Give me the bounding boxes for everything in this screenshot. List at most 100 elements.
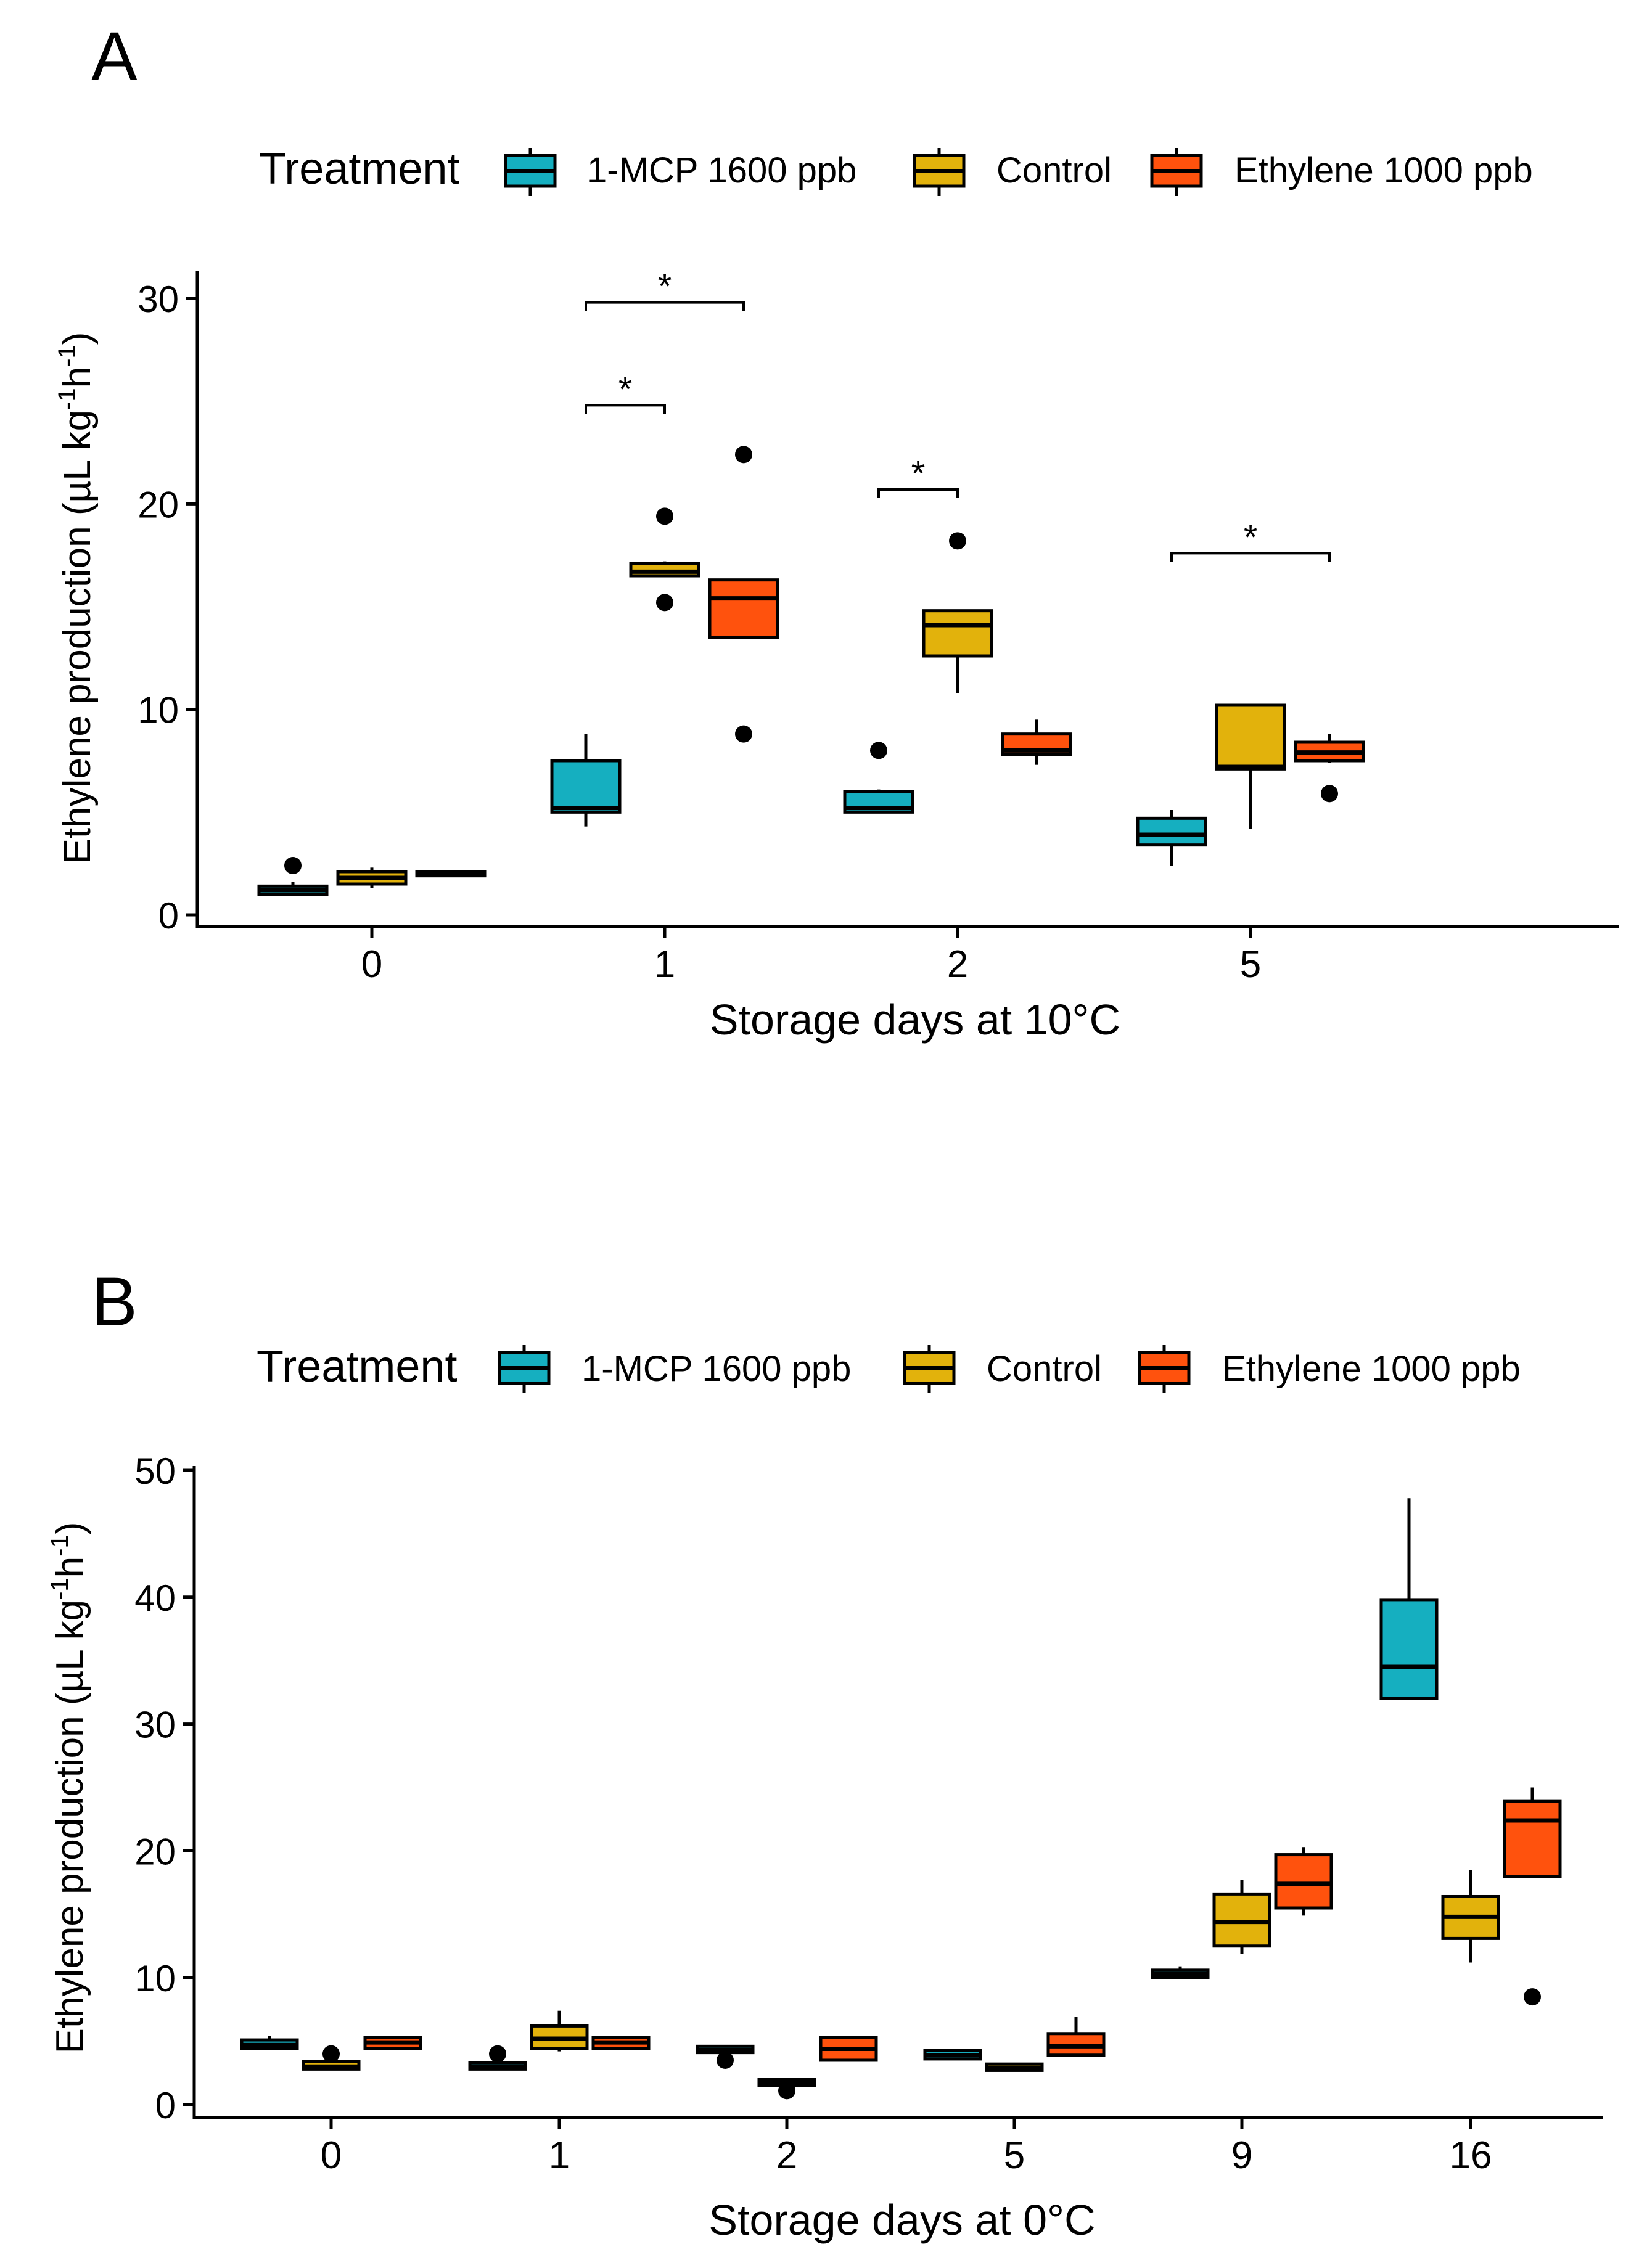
- outlier-point: [717, 2051, 734, 2069]
- box-mcp-5: [923, 2049, 982, 2061]
- outlier-point: [1524, 1988, 1541, 2006]
- bracket-line: [585, 404, 666, 414]
- outlier-point: [778, 2082, 795, 2100]
- box-ethylene-0: [415, 870, 487, 878]
- y-tick-label: 20: [134, 1831, 176, 1872]
- legend-label-mcp-b: 1-MCP 1600 ppb: [581, 1349, 851, 1389]
- box-mcp-1: [550, 734, 622, 827]
- outlier-point: [322, 2045, 340, 2063]
- outlier-point: [735, 446, 752, 464]
- panel-b-boxes: [240, 1498, 1562, 2100]
- x-tick-label: 9: [1231, 2134, 1252, 2177]
- y-tick-label: 40: [134, 1578, 176, 1619]
- y-tick-label: 0: [158, 895, 179, 936]
- significance-label: *: [658, 267, 672, 307]
- box-ethylene-0: [363, 2036, 422, 2050]
- panel-a-boxes: [257, 446, 1365, 896]
- box-mcp-2: [696, 2044, 755, 2069]
- y-tick-label: 50: [134, 1451, 176, 1492]
- box-mcp-9: [1151, 1966, 1210, 1979]
- x-tick-label: 1: [654, 943, 675, 986]
- outlier-point: [656, 594, 673, 612]
- significance-bracket: *: [585, 267, 745, 311]
- outlier-point: [284, 857, 302, 874]
- outlier-point: [870, 742, 887, 759]
- panel-b: B Treatment 1-MCP 1600 ppb Control Ethyl…: [46, 1263, 1603, 2244]
- outlier-point: [735, 725, 752, 743]
- box-body: [1274, 1853, 1333, 1910]
- x-tick-label: 2: [947, 943, 968, 986]
- box-control-16: [1441, 1870, 1500, 1963]
- panel-a-annotations: * * * *: [585, 267, 1331, 562]
- significance-bracket: *: [1170, 517, 1331, 562]
- panel-b-x-ticks: 0 1 2 5 9 16: [321, 2118, 1492, 2177]
- y-tick-label: 20: [138, 484, 179, 525]
- box-mcp-1: [468, 2045, 527, 2071]
- y-tick-label: 30: [138, 279, 179, 320]
- box-body: [708, 578, 779, 639]
- box-body: [922, 609, 993, 658]
- significance-bracket: *: [877, 454, 959, 498]
- legend-key-control-b: [903, 1345, 956, 1393]
- x-tick-label: 0: [361, 943, 382, 986]
- box-ethylene-9: [1274, 1847, 1333, 1916]
- panel-a-legend-title: Treatment: [259, 144, 459, 194]
- box-mcp-5: [1136, 810, 1207, 866]
- panel-a: A Treatment 1-MCP 1600 ppb Control Ethyl…: [54, 18, 1619, 1044]
- outlier-point: [949, 532, 966, 550]
- bracket-line: [1170, 552, 1331, 562]
- significance-label: *: [1244, 517, 1258, 557]
- box-ethylene-1: [708, 446, 779, 743]
- box-control-5: [985, 2062, 1044, 2072]
- x-tick-label: 1: [549, 2134, 570, 2177]
- bracket-line: [585, 301, 745, 311]
- box-ethylene-5: [1046, 2016, 1106, 2057]
- y-tick-label: 0: [155, 2085, 176, 2126]
- box-ethylene-16: [1503, 1787, 1562, 2006]
- box-body: [1503, 1799, 1562, 1878]
- legend-key-mcp: [504, 148, 557, 196]
- y-tick-label: 30: [134, 1705, 176, 1746]
- box-mcp-0: [240, 2036, 299, 2050]
- box-body: [1379, 1598, 1439, 1700]
- box-ethylene-1: [591, 2036, 651, 2050]
- box-control-0: [336, 867, 408, 888]
- box-body: [550, 759, 622, 814]
- x-tick-label: 5: [1004, 2134, 1025, 2177]
- legend-key-mcp-b: [498, 1345, 551, 1393]
- panel-a-y-ticks: 0 10 20 30: [138, 279, 197, 936]
- bracket-line: [877, 488, 959, 498]
- legend-label-ethylene: Ethylene 1000 ppb: [1234, 150, 1533, 190]
- box-body: [1215, 703, 1286, 771]
- panel-b-legend: Treatment 1-MCP 1600 ppb Control Ethylen…: [257, 1342, 1521, 1393]
- box-control-2: [922, 532, 993, 693]
- box-mcp-2: [843, 742, 914, 814]
- legend-key-ethylene: [1150, 148, 1203, 196]
- panel-b-legend-title: Treatment: [257, 1342, 457, 1391]
- significance-label: *: [618, 369, 633, 409]
- significance-label: *: [911, 454, 926, 494]
- panel-a-label: A: [91, 18, 138, 95]
- x-tick-label: 2: [776, 2134, 797, 2177]
- panel-a-x-axis-title: Storage days at 10°C: [710, 996, 1120, 1044]
- box-body: [1136, 816, 1207, 847]
- outlier-point: [1321, 785, 1338, 803]
- x-tick-label: 0: [321, 2134, 342, 2177]
- x-tick-label: 5: [1240, 943, 1261, 986]
- box-ethylene-2: [819, 2036, 878, 2062]
- box-ethylene-2: [1001, 719, 1072, 765]
- box-ethylene-5: [1294, 734, 1365, 803]
- panel-b-label: B: [91, 1263, 138, 1340]
- legend-key-control: [913, 148, 966, 196]
- box-control-1: [629, 507, 700, 612]
- legend-label-mcp: 1-MCP 1600 ppb: [587, 150, 856, 190]
- box-control-5: [1215, 703, 1286, 829]
- box-control-0: [302, 2045, 361, 2071]
- y-tick-label: 10: [138, 690, 179, 731]
- box-control-1: [530, 2010, 589, 2052]
- x-tick-label: 16: [1450, 2134, 1492, 2177]
- box-mcp-16: [1379, 1498, 1439, 1700]
- panel-b-y-ticks: 0 10 20 30 40 50: [134, 1451, 194, 2126]
- significance-bracket: *: [585, 369, 666, 414]
- box-control-2: [757, 2078, 816, 2100]
